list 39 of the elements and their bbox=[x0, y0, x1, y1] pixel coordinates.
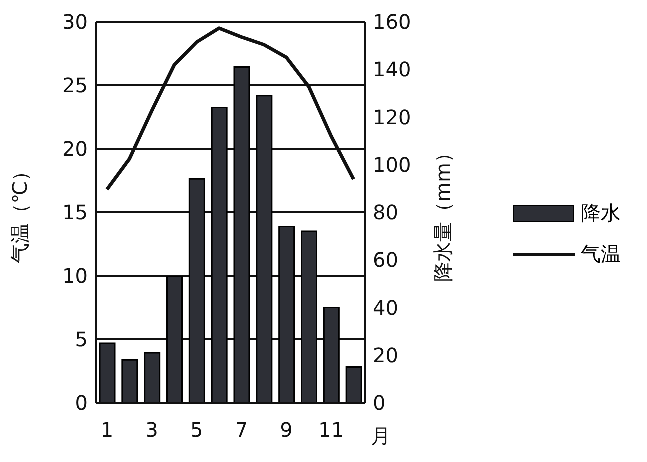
legend-label: 气温 bbox=[581, 241, 621, 268]
bar bbox=[166, 276, 183, 403]
y2-axis-title: 降水量（mm） bbox=[431, 143, 456, 282]
x-tick-label: 3 bbox=[146, 418, 158, 442]
y2-tick-label: 120 bbox=[373, 105, 412, 130]
bar bbox=[234, 66, 250, 403]
y2-tick-label: 100 bbox=[373, 152, 412, 177]
y-tick-label: 20 bbox=[62, 137, 88, 162]
y-tick-label: 0 bbox=[75, 391, 88, 416]
x-tick-label: 9 bbox=[280, 418, 293, 442]
y-tick-label: 5 bbox=[75, 328, 88, 352]
y-tick-label: 30 bbox=[62, 10, 88, 34]
x-tick-label: 5 bbox=[190, 418, 204, 442]
bar bbox=[256, 95, 273, 403]
x-tick-label: 7 bbox=[235, 418, 248, 442]
y2-tick-label: 140 bbox=[373, 58, 412, 82]
x-tick-label: 11 bbox=[318, 418, 344, 442]
legend-label: 降水 bbox=[581, 200, 621, 227]
y-axis-title: 气温（℃） bbox=[8, 161, 32, 264]
bar bbox=[211, 106, 228, 403]
x-tick-label: 1 bbox=[100, 418, 114, 442]
bar bbox=[188, 178, 206, 403]
x-axis-title: 月 bbox=[371, 424, 391, 448]
y2-tick-label: 80 bbox=[373, 200, 398, 225]
y-tick-label: 15 bbox=[62, 200, 88, 225]
y2-tick-label: 60 bbox=[373, 248, 398, 272]
y-tick-label: 25 bbox=[62, 74, 88, 98]
bar bbox=[278, 226, 296, 403]
bar bbox=[301, 230, 318, 403]
bar bbox=[122, 359, 138, 403]
y2-tick-label: 0 bbox=[373, 391, 386, 416]
y2-tick-label: 160 bbox=[373, 10, 412, 34]
y2-tick-label: 40 bbox=[373, 296, 398, 320]
bar bbox=[144, 352, 161, 403]
y-tick-label: 10 bbox=[62, 264, 88, 288]
y2-tick-label: 20 bbox=[373, 343, 398, 368]
bar bbox=[99, 342, 116, 403]
bar bbox=[346, 366, 362, 403]
bar bbox=[323, 307, 340, 403]
